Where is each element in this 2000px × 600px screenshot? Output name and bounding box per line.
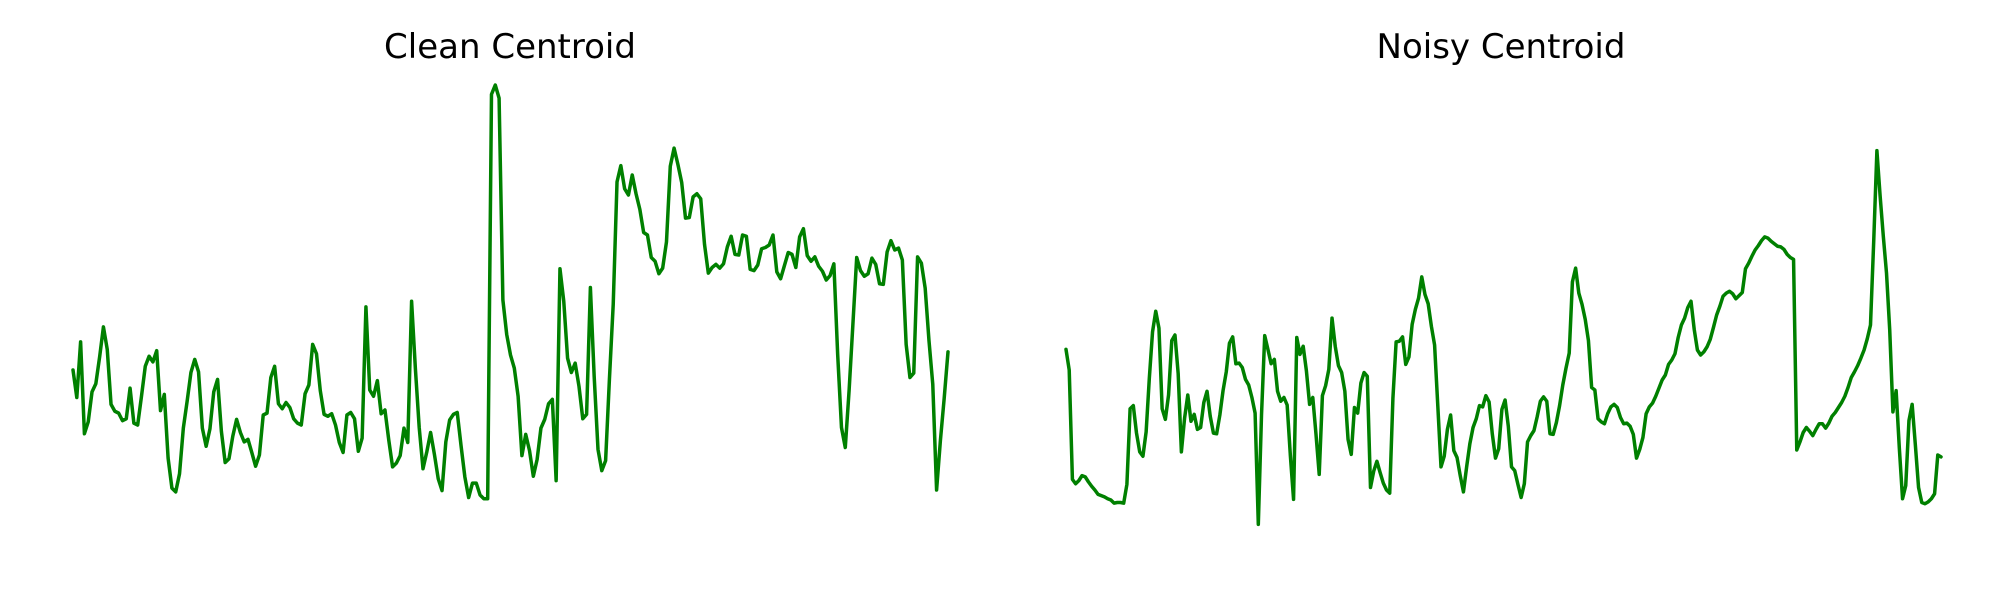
chart-title-clean: Clean Centroid: [384, 27, 636, 67]
series-line-clean-centroid: [71, 83, 950, 501]
chart-clean-centroid: Clean Centroid: [71, 27, 950, 501]
chart-noisy-centroid: Noisy Centroid: [1064, 27, 1943, 527]
plot-area-clean: [71, 83, 950, 501]
plot-area-noisy: [1064, 148, 1943, 527]
chart-title-noisy: Noisy Centroid: [1377, 27, 1626, 67]
series-line-noisy-centroid: [1064, 148, 1943, 527]
